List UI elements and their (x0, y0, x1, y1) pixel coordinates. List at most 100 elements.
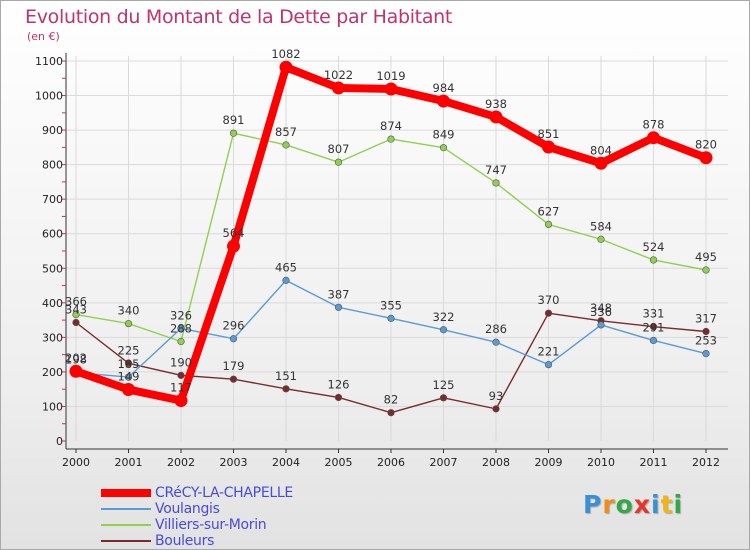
data-label: 857 (275, 125, 297, 139)
y-tick-label: 800 (42, 159, 63, 172)
data-label: 1082 (271, 47, 300, 61)
y-tick-label: 700 (42, 193, 63, 206)
data-label: 370 (538, 293, 560, 307)
data-point (229, 129, 238, 137)
data-label: 524 (643, 240, 665, 254)
logo-letter: o (615, 490, 634, 519)
data-point (387, 314, 395, 322)
data-point (437, 94, 450, 108)
data-label: 117 (170, 381, 192, 395)
legend-swatch (101, 508, 151, 510)
logo-letter: r (602, 490, 616, 519)
data-point (542, 140, 555, 154)
data-point (492, 338, 500, 346)
data-label: 93 (489, 389, 504, 403)
data-point (177, 371, 185, 379)
data-point (124, 373, 133, 381)
x-tick-label: 2010 (587, 456, 615, 469)
logo-letter: P (583, 490, 603, 519)
data-point (334, 393, 343, 402)
x-tick-label: 2007 (430, 456, 458, 469)
data-point (492, 179, 500, 187)
data-label: 202 (65, 351, 87, 365)
data-label: 1019 (376, 69, 405, 83)
data-point (174, 394, 188, 408)
data-label: 286 (485, 322, 507, 336)
axes (62, 53, 728, 453)
data-label: 820 (695, 138, 717, 152)
data-point (229, 335, 238, 343)
data-label: 198 (65, 353, 87, 367)
data-point (124, 359, 133, 367)
data-label: 584 (590, 219, 612, 233)
data-point (649, 336, 658, 345)
series-lines (69, 60, 713, 417)
data-label: 849 (433, 128, 455, 142)
y-tick-label: 600 (42, 228, 63, 241)
data-point (489, 110, 503, 124)
legend-label: Bouleurs (155, 533, 215, 549)
proxiti-logo: Proxiti (583, 490, 683, 519)
data-point (597, 321, 605, 329)
data-point (702, 350, 710, 358)
data-label: 804 (590, 143, 612, 157)
data-label: 1022 (324, 68, 353, 82)
data-label: 495 (695, 250, 717, 264)
data-point (439, 144, 448, 152)
logo-letter: t (660, 490, 674, 519)
data-label: 151 (275, 369, 297, 383)
y-tick-label: 900 (42, 124, 63, 137)
data-label: 984 (433, 81, 455, 95)
legend-label: CRéCY-LA-CHAPELLE (155, 485, 293, 501)
data-point (122, 383, 135, 397)
data-label: 179 (223, 359, 245, 373)
data-label: 221 (538, 345, 560, 359)
data-label: 355 (380, 298, 402, 312)
data-label: 851 (538, 127, 560, 141)
x-tick-label: 2005 (325, 456, 353, 469)
y-tick-label: 1100 (35, 55, 63, 68)
x-tick-label: 2012 (692, 456, 720, 469)
data-point (439, 394, 448, 402)
grid-lines (66, 56, 728, 441)
data-label: 322 (433, 310, 455, 324)
y-tick-label: 200 (42, 366, 63, 379)
data-point (649, 256, 658, 264)
data-point (387, 409, 395, 417)
data-point (282, 385, 290, 393)
data-point (334, 303, 343, 311)
legend-swatch (101, 489, 151, 497)
logo-letter: i (651, 490, 661, 519)
x-tick-label: 2001 (115, 456, 143, 469)
data-point (334, 158, 343, 166)
data-point (544, 309, 553, 317)
logo-letter: i (673, 490, 684, 519)
y-tick-label: 500 (42, 262, 63, 275)
y-tick-label: 400 (42, 297, 63, 310)
logo-letter: x (633, 490, 651, 519)
unit-label: (en €) (27, 30, 60, 43)
x-tick-label: 2008 (482, 456, 510, 469)
y-tick-label: 0 (56, 435, 63, 448)
y-tick-label: 100 (42, 400, 63, 413)
data-point (647, 131, 660, 145)
data-point (544, 220, 553, 228)
data-point (72, 310, 80, 319)
data-point (227, 239, 240, 253)
x-tick-label: 2009 (535, 456, 563, 469)
data-label: 326 (170, 308, 192, 322)
x-tick-labels: 2000 2001 2002 2003 2004 2005 2006 2007 2008 2009… (62, 456, 720, 469)
data-point (282, 276, 290, 284)
data-label: 938 (485, 97, 507, 111)
data-label: 149 (118, 370, 140, 384)
legend-swatch (101, 540, 151, 542)
data-labels: 202 149 117 564 1082 1022 1019 984 938 851 804 878 8… (65, 47, 717, 406)
data-point (72, 318, 80, 327)
data-point (387, 135, 395, 143)
data-point (702, 266, 710, 274)
data-label: 874 (380, 119, 402, 133)
data-point (649, 323, 658, 331)
data-point (597, 235, 605, 243)
